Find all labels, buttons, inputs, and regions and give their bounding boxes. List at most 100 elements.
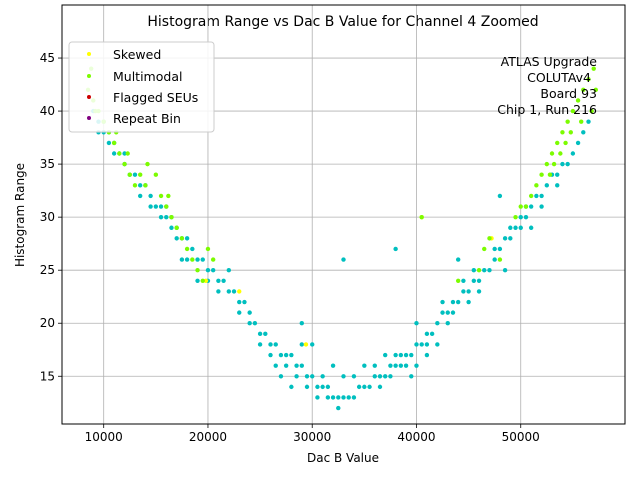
data-point-multimodal <box>586 77 591 82</box>
data-point-main <box>137 183 143 188</box>
data-point-main <box>409 352 414 358</box>
data-point-main <box>377 374 383 379</box>
data-point-main <box>268 342 273 347</box>
data-point-main <box>325 384 331 390</box>
y-tick-label: 25 <box>40 263 55 277</box>
data-point-main <box>164 214 169 220</box>
data-point-main <box>440 299 445 305</box>
annotation-line-2: COLUTAv4 <box>527 70 591 85</box>
data-point-multimodal <box>518 204 523 209</box>
data-point-main <box>320 374 325 379</box>
legend-box <box>68 41 215 133</box>
data-point-main <box>148 204 153 209</box>
data-point-main <box>372 363 377 368</box>
data-point-main <box>362 363 367 368</box>
data-point-main <box>263 331 268 337</box>
data-point-main <box>148 193 153 199</box>
data-point-main <box>377 384 383 390</box>
data-point-main <box>508 236 513 241</box>
data-point-multimodal <box>145 161 150 167</box>
data-point-main <box>336 395 341 400</box>
chart-title: Histogram Range vs Dac B Value for Chann… <box>147 14 538 30</box>
data-point-multimodal <box>166 193 171 199</box>
data-point-main <box>575 140 581 146</box>
data-point-main <box>216 289 221 294</box>
data-point-main <box>330 395 336 400</box>
data-point-main <box>424 331 430 337</box>
y-tick-label: 45 <box>40 51 55 65</box>
data-point-main <box>586 119 591 124</box>
data-point-main <box>315 395 320 400</box>
data-point-multimodal <box>205 246 211 252</box>
x-tick-label: 20000 <box>189 430 227 444</box>
data-point-multimodal <box>523 204 529 209</box>
data-point-main <box>492 246 497 252</box>
data-point-multimodal <box>210 257 216 262</box>
legend-label-multimodal: Multimodal <box>113 69 182 84</box>
data-point-main <box>341 257 346 262</box>
data-point-main <box>320 384 325 390</box>
data-point-main <box>278 374 284 379</box>
data-point-main <box>461 289 466 294</box>
data-point-multimodal <box>137 172 143 177</box>
data-point-multimodal <box>563 140 568 146</box>
data-point-main <box>310 374 315 379</box>
legend-series-points <box>85 66 599 347</box>
data-point-main <box>388 363 393 368</box>
data-point-main <box>137 193 143 199</box>
data-point-main <box>367 384 372 390</box>
grid <box>62 5 625 424</box>
data-point-main <box>184 236 190 241</box>
data-point-main <box>341 395 346 400</box>
data-point-main <box>539 204 544 209</box>
x-axis-label: Dac B Value <box>307 451 379 465</box>
annotation-line-4: Chip 1, Run 216 <box>497 102 597 117</box>
data-point-multimodal <box>579 119 584 124</box>
data-point-multimodal <box>143 183 148 188</box>
data-point-main <box>471 267 477 273</box>
data-point-main <box>435 321 440 326</box>
data-point-main <box>502 236 508 241</box>
data-point-main <box>398 352 404 358</box>
data-point-main <box>304 374 310 379</box>
data-point-main <box>450 299 456 305</box>
data-point-multimodal <box>111 140 117 146</box>
annotation-line-3: Board 93 <box>540 86 597 101</box>
data-point-multimodal <box>558 151 563 156</box>
data-point-main <box>158 204 164 209</box>
data-point-main <box>273 342 278 347</box>
data-point-main <box>570 151 576 156</box>
data-point-main <box>304 384 310 390</box>
legend-label-flagged-seus: Flagged SEUs <box>113 90 198 105</box>
data-point-multimodal <box>132 183 138 188</box>
data-point-main <box>330 363 336 368</box>
data-point-main <box>487 267 492 273</box>
data-point-multimodal <box>575 98 581 103</box>
legend-marker-multimodal <box>87 74 91 78</box>
data-point-main <box>273 363 278 368</box>
data-point-main <box>356 384 362 390</box>
data-point-main <box>195 278 200 283</box>
data-point-multimodal <box>591 66 596 71</box>
data-point-main <box>184 257 190 262</box>
data-point-main <box>528 225 534 230</box>
data-point-main <box>476 278 482 283</box>
data-point-main <box>414 342 419 347</box>
plot-frame <box>61 4 626 425</box>
y-tick-label: 30 <box>40 210 55 224</box>
data-point-multimodal <box>547 172 553 177</box>
data-point-main <box>445 310 450 315</box>
data-point-main <box>237 299 242 305</box>
data-point-main <box>508 225 513 230</box>
data-point-main <box>482 267 487 273</box>
data-point-main <box>565 161 570 167</box>
data-point-main <box>429 331 435 337</box>
annotation-line-1: ATLAS Upgrade <box>501 54 598 69</box>
data-point-multimodal <box>497 257 503 262</box>
data-point-main <box>492 257 497 262</box>
data-point-multimodal <box>195 267 200 273</box>
data-point-main <box>471 278 477 283</box>
data-point-multimodal <box>565 119 570 124</box>
data-point-main <box>268 352 273 358</box>
data-point-main <box>528 204 534 209</box>
